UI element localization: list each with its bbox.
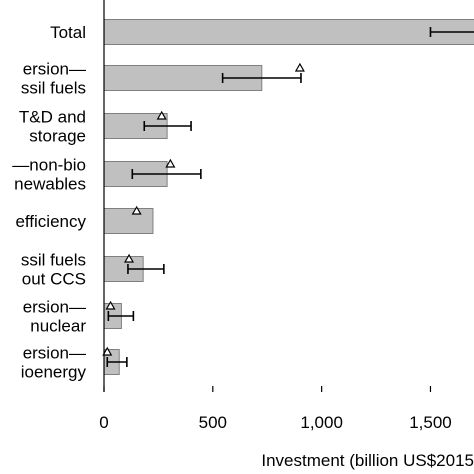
error-bars-group [106, 27, 474, 367]
x-tick-label: 500 [199, 413, 227, 432]
category-label: out CCS [22, 270, 86, 289]
triangle-marker [105, 300, 116, 310]
category-label: nuclear [30, 317, 86, 336]
bar [103, 208, 154, 234]
category-label: —non-bio [12, 156, 86, 175]
category-label: storage [29, 127, 86, 146]
x-tick-label: 1,000 [300, 413, 343, 432]
category-label: ersion— [23, 60, 86, 79]
category-label: ersion— [23, 298, 86, 317]
category-label: ersion— [23, 344, 86, 363]
category-label: T&D and [19, 108, 86, 127]
x-tick-label: 1,500 [409, 413, 452, 432]
x-ticks-group: 0 500 1,000 1,500 [99, 386, 452, 432]
triangle-marker [165, 158, 176, 168]
markers-group [102, 62, 305, 356]
category-label: ioenergy [21, 363, 87, 382]
triangle-marker [102, 346, 113, 356]
x-axis-title: Investment (billion US$2015 [261, 451, 474, 470]
category-label: Total [50, 23, 86, 42]
triangle-marker [123, 253, 135, 263]
category-label: ssil fuels [21, 79, 86, 98]
category-label: efficiency [15, 212, 86, 231]
triangle-marker [131, 205, 142, 215]
triangle-marker [294, 62, 305, 72]
triangle-marker [156, 110, 167, 120]
category-label: ssil fuels [21, 251, 86, 270]
x-tick-label: 0 [99, 413, 108, 432]
bars-group [103, 19, 474, 375]
category-label: newables [14, 175, 86, 194]
bar [103, 19, 474, 45]
